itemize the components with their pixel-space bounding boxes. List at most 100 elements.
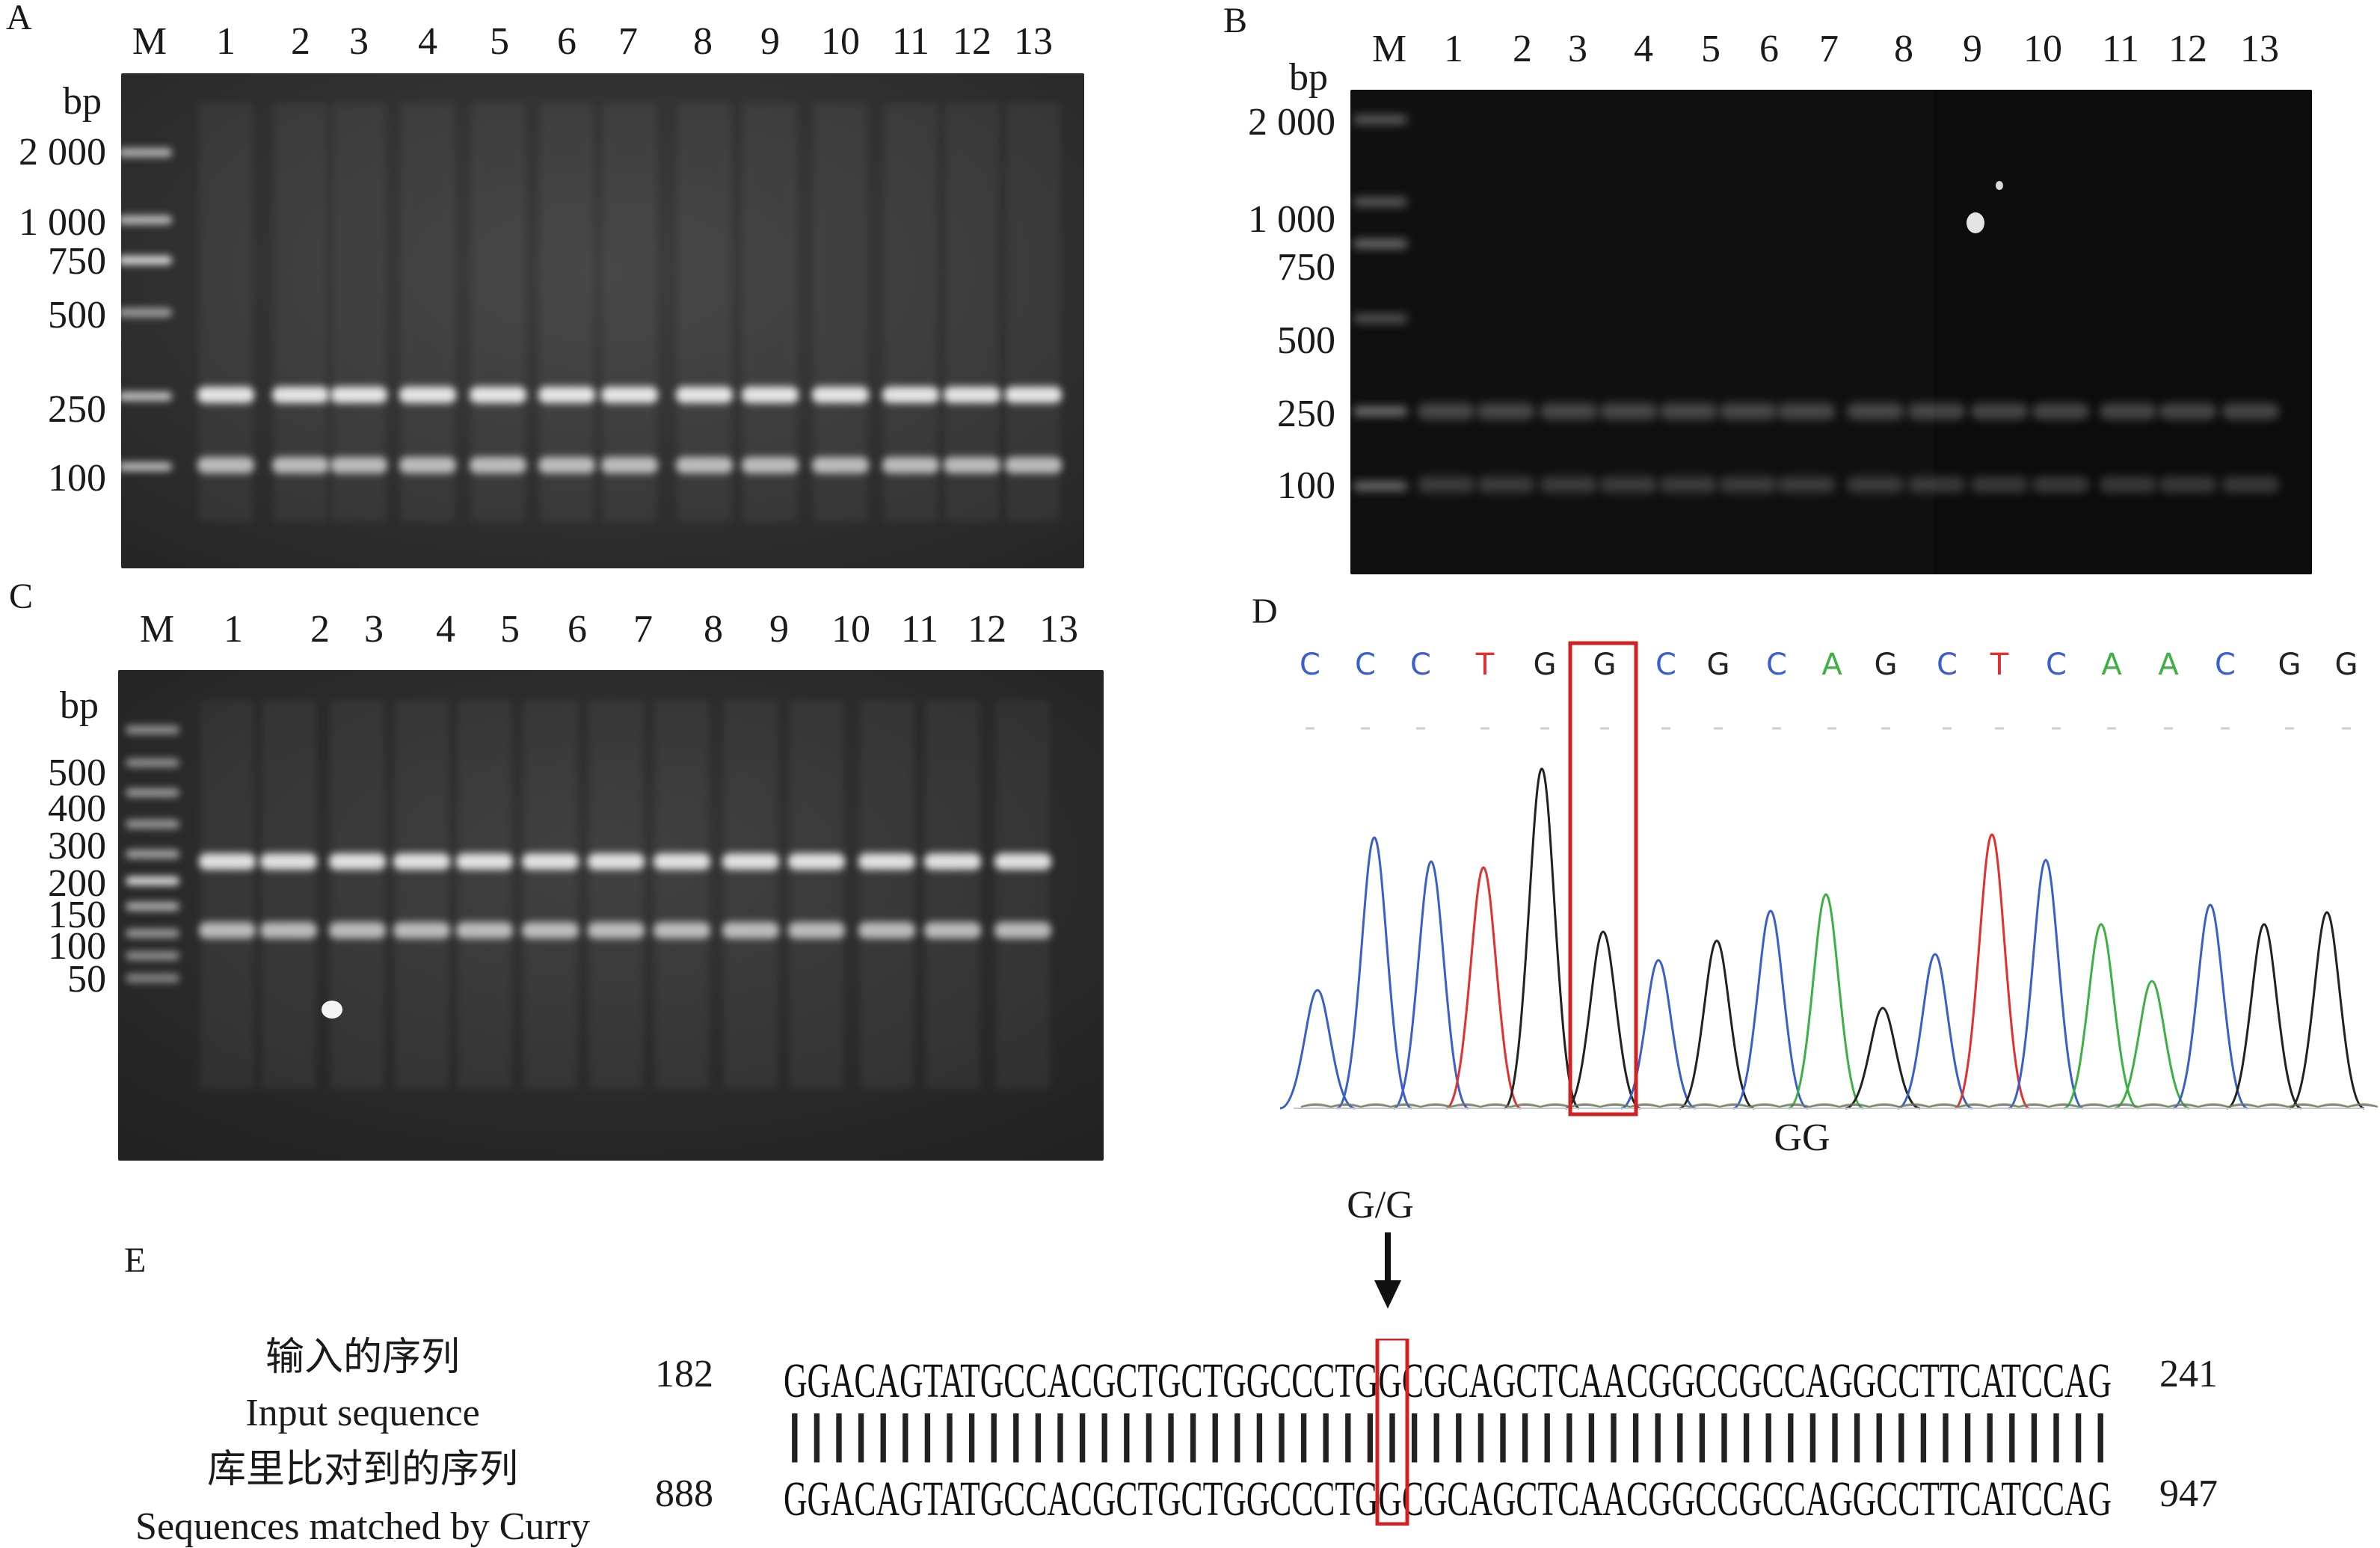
match-bars: ||||||||||||||||||||||||||||||||||||||||… [784, 1403, 2112, 1463]
dna-band [1847, 476, 1904, 493]
ladder-band [126, 788, 179, 797]
dna-band [1600, 403, 1657, 420]
lane-smear [274, 103, 328, 522]
lane-label: 4 [418, 20, 437, 63]
marker-size-label: 150 [48, 894, 106, 936]
lane-label: 1 [224, 608, 243, 651]
matched-label-cn: 库里比对到的序列 [206, 1449, 518, 1491]
lane-label: 12 [953, 20, 991, 63]
lane-label: 8 [1894, 28, 1913, 70]
dna-band [924, 922, 981, 939]
base-call: A [2101, 648, 2122, 682]
marker-size-label: 400 [48, 787, 106, 830]
lane-smear [884, 103, 938, 522]
dna-band [994, 853, 1051, 870]
dna-band [470, 387, 526, 403]
trace-peak [1565, 930, 1641, 1110]
ladder-band [121, 256, 172, 265]
marker-size-label: 2 000 [19, 131, 106, 173]
lane-label: 8 [693, 20, 713, 63]
trace-peak [1336, 836, 1412, 1110]
dna-band [1778, 403, 1835, 420]
lane-label: 4 [436, 608, 455, 651]
lane-label: 9 [769, 608, 789, 651]
base-call: C [1937, 648, 1958, 682]
dna-band [2159, 403, 2216, 420]
marker-size-label: 750 [48, 240, 106, 283]
dna-band [788, 853, 845, 870]
ladder-band [126, 929, 179, 938]
lane-label: 8 [704, 608, 723, 651]
dna-band [1540, 403, 1597, 420]
lane-smear [603, 103, 657, 522]
lane-smear [200, 700, 254, 1089]
lane-smear [860, 700, 914, 1089]
dna-band [924, 853, 981, 870]
lane-label: 1 [216, 20, 236, 63]
input-start-pos: 182 [655, 1353, 713, 1395]
dna-band [1540, 476, 1597, 493]
base-call: C [1300, 648, 1320, 682]
dna-band [858, 853, 915, 870]
lane-label: 2 [1513, 28, 1532, 70]
lane-smear [589, 700, 643, 1089]
dna-band [654, 922, 710, 939]
dna-band [2222, 476, 2279, 493]
panel-c-bp-label: bp [60, 684, 99, 727]
lane-label: 12 [2168, 28, 2207, 70]
lane-smear [332, 103, 386, 522]
marker-size-label: 1 000 [1248, 198, 1335, 241]
dna-band [676, 457, 733, 473]
dna-band [2032, 476, 2089, 493]
dna-band [260, 922, 317, 939]
dna-band [470, 457, 526, 473]
panel-e-letter: E [124, 1241, 147, 1280]
lane-label: 6 [568, 608, 587, 651]
ladder-band [1353, 197, 1407, 206]
dna-band [812, 457, 869, 473]
trace-peak [1393, 860, 1469, 1110]
base-call: G [2278, 648, 2301, 682]
base-call: T [1475, 648, 1495, 682]
dna-band [538, 457, 595, 473]
dna-band [944, 387, 1000, 403]
trace-peak [1445, 866, 1522, 1110]
lane-smear [926, 700, 980, 1089]
genotype-label: GG [1774, 1117, 1830, 1159]
ladder-band [121, 308, 172, 317]
trace-baseline [1300, 1103, 2378, 1108]
dna-band [1418, 476, 1475, 493]
dna-band [2159, 476, 2216, 493]
lane-label: M [1371, 28, 1407, 70]
dna-band [2222, 403, 2279, 420]
marker-size-label: 500 [48, 294, 106, 337]
gel-artifact-spot [322, 1001, 342, 1019]
base-call: G [1707, 648, 1730, 682]
lane-label: 9 [760, 20, 780, 63]
dna-band [1720, 403, 1777, 420]
trace-peak [1620, 959, 1697, 1110]
lane-label: 3 [349, 20, 369, 63]
matched-end-pos: 947 [2159, 1472, 2218, 1515]
dna-band [330, 457, 387, 473]
lane-label: 5 [1701, 28, 1721, 70]
dna-band [538, 387, 595, 403]
dna-band [676, 387, 733, 403]
ladder-band [126, 725, 179, 734]
lane-label: 6 [1759, 28, 1779, 70]
trace-peak [1954, 833, 2030, 1110]
dna-band [1005, 387, 1062, 403]
base-call: A [1821, 648, 1842, 682]
lane-label: 10 [2023, 28, 2062, 70]
lane-label: 3 [364, 608, 384, 651]
dna-band [722, 922, 779, 939]
lane-label: M [132, 20, 167, 63]
gel-artifact-spot [1996, 181, 2003, 190]
input-label-cn: 输入的序列 [265, 1336, 460, 1379]
lane-smear [199, 103, 253, 522]
dna-band [882, 457, 939, 473]
lane-label: 5 [500, 608, 520, 651]
matched-sequence: GGACAGTATGCCACGCTGCTGGCCCTGGCGCAGCTCAACG… [784, 1472, 2112, 1526]
dna-band [393, 922, 450, 939]
lane-label: 5 [490, 20, 509, 63]
